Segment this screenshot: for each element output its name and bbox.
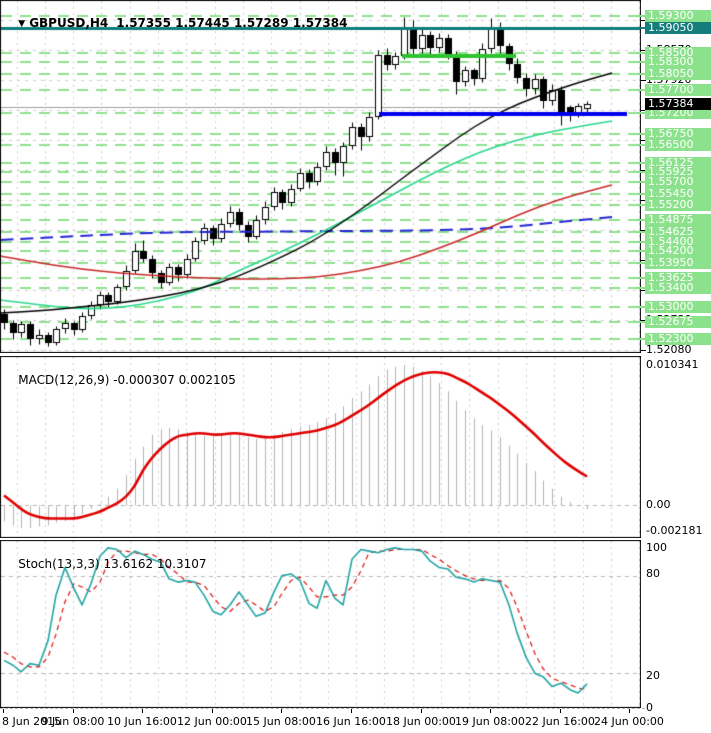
level-line-tick <box>637 287 646 289</box>
price-level-label: 1.53400 <box>645 282 711 294</box>
main-chart-title: ▼ GBPUSD,H4 1.57355 1.57445 1.57289 1.5738… <box>3 2 347 44</box>
level-line-tick <box>637 112 646 114</box>
chart-collapse-icon[interactable]: ▼ <box>18 19 26 29</box>
price-level-label: 1.57700 <box>645 84 711 96</box>
price-level-label: 1.53000 <box>645 301 711 313</box>
macd-axis-label: 0.00 <box>646 498 671 511</box>
main-chart-canvas[interactable] <box>0 0 641 353</box>
level-line-tick <box>637 144 646 146</box>
price-scale-tick <box>641 80 646 81</box>
level-line-tick <box>637 61 646 63</box>
price-level-label: 1.52300 <box>645 333 711 345</box>
level-line-tick <box>637 133 646 135</box>
price-scale-tick <box>641 20 646 21</box>
stoch-title-label: Stoch(13,3,3) 13.6162 10.3107 <box>18 557 207 571</box>
level-line-tick <box>637 204 646 206</box>
level-line-tick <box>637 73 646 75</box>
price-scale-tick <box>641 110 646 111</box>
price-level-label: 1.53625 <box>645 272 711 284</box>
level-line-tick <box>637 262 646 264</box>
stoch-axis-label: 100 <box>646 541 667 554</box>
price-scale-tick <box>641 260 646 261</box>
price-scale-tick <box>641 290 646 291</box>
price-scale-tick <box>641 350 646 351</box>
price-scale-tick <box>641 320 646 321</box>
price-level-label: 1.59300 <box>645 10 711 22</box>
price-level-label: 1.58050 <box>645 68 711 80</box>
price-level-label: 1.55925 <box>645 166 711 178</box>
level-line-tick <box>637 89 646 91</box>
level-line-tick <box>637 338 646 340</box>
macd-axis-label: 0.010341 <box>646 358 699 371</box>
stoch-panel-canvas[interactable] <box>0 540 641 708</box>
time-tick <box>351 709 352 713</box>
time-label: 24 Jun 00:00 <box>594 715 664 728</box>
time-tick <box>281 709 282 713</box>
stoch-axis-label: 80 <box>646 567 660 580</box>
time-label: 9 Jun 08:00 <box>41 715 105 728</box>
time-label: 15 Jun 08:00 <box>246 715 316 728</box>
level-line-tick <box>637 231 646 233</box>
symbol-timeframe-label: GBPUSD,H4 <box>29 16 109 30</box>
time-axis-separator <box>0 708 645 709</box>
macd-indicator-title: MACD(12,26,9) -0.000307 0.002105 <box>3 359 236 401</box>
time-label: 10 Jun 16:00 <box>107 715 177 728</box>
level-line-tick <box>637 27 646 29</box>
time-tick <box>629 709 630 713</box>
time-tick <box>142 709 143 713</box>
time-tick <box>212 709 213 713</box>
time-label: 19 Jun 08:00 <box>455 715 525 728</box>
time-tick <box>3 709 4 713</box>
time-label: 18 Jun 00:00 <box>386 715 456 728</box>
time-label: 16 Jun 16:00 <box>316 715 386 728</box>
level-line-tick <box>637 306 646 308</box>
level-line-tick <box>637 171 646 173</box>
price-scale-tick <box>641 170 646 171</box>
level-line-tick <box>637 193 646 195</box>
level-line-tick <box>637 15 646 17</box>
level-line-tick <box>637 250 646 252</box>
price-level-label: 1.55450 <box>645 188 711 200</box>
stoch-axis-label: 0 <box>646 701 653 714</box>
price-scale-tick <box>641 200 646 201</box>
time-tick <box>560 709 561 713</box>
macd-axis-label: -0.002181 <box>646 524 703 537</box>
current-price-label: 1.57384 <box>645 98 711 110</box>
price-level-label: 1.56500 <box>645 139 711 151</box>
level-line-tick <box>637 162 646 164</box>
time-tick <box>490 709 491 713</box>
teal-level-label: 1.59050 <box>645 22 711 34</box>
level-line-tick <box>637 219 646 221</box>
price-scale-tick <box>641 140 646 141</box>
price-level-label: 1.55700 <box>645 176 711 188</box>
price-scale-label: 1.52080 <box>646 343 692 356</box>
price-level-label: 1.56750 <box>645 128 711 140</box>
macd-panel-canvas[interactable] <box>0 356 641 538</box>
time-tick <box>421 709 422 713</box>
price-level-label: 1.52675 <box>645 316 711 328</box>
time-tick <box>73 709 74 713</box>
stoch-axis-label: 20 <box>646 669 660 682</box>
macd-title-label: MACD(12,26,9) -0.000307 0.002105 <box>18 373 236 387</box>
price-level-label: 1.54200 <box>645 245 711 257</box>
level-line-tick <box>637 181 646 183</box>
time-label: 12 Jun 00:00 <box>177 715 247 728</box>
price-scale-tick <box>641 230 646 231</box>
price-level-label: 1.53950 <box>645 257 711 269</box>
level-line-tick <box>637 52 646 54</box>
stoch-indicator-title: Stoch(13,3,3) 13.6162 10.3107 <box>3 543 207 585</box>
price-level-label: 1.54625 <box>645 226 711 238</box>
price-level-label: 1.55200 <box>645 199 711 211</box>
price-level-label: 1.54875 <box>645 214 711 226</box>
level-line-tick <box>637 241 646 243</box>
price-level-label: 1.58300 <box>645 56 711 68</box>
level-line-tick <box>637 321 646 323</box>
ohlc-values-label: 1.57355 1.57445 1.57289 1.57384 <box>116 16 348 30</box>
time-label: 8 Jun 2015 <box>2 715 62 728</box>
time-label: 22 Jun 16:00 <box>525 715 595 728</box>
price-scale-tick <box>641 50 646 51</box>
level-line-tick <box>637 277 646 279</box>
